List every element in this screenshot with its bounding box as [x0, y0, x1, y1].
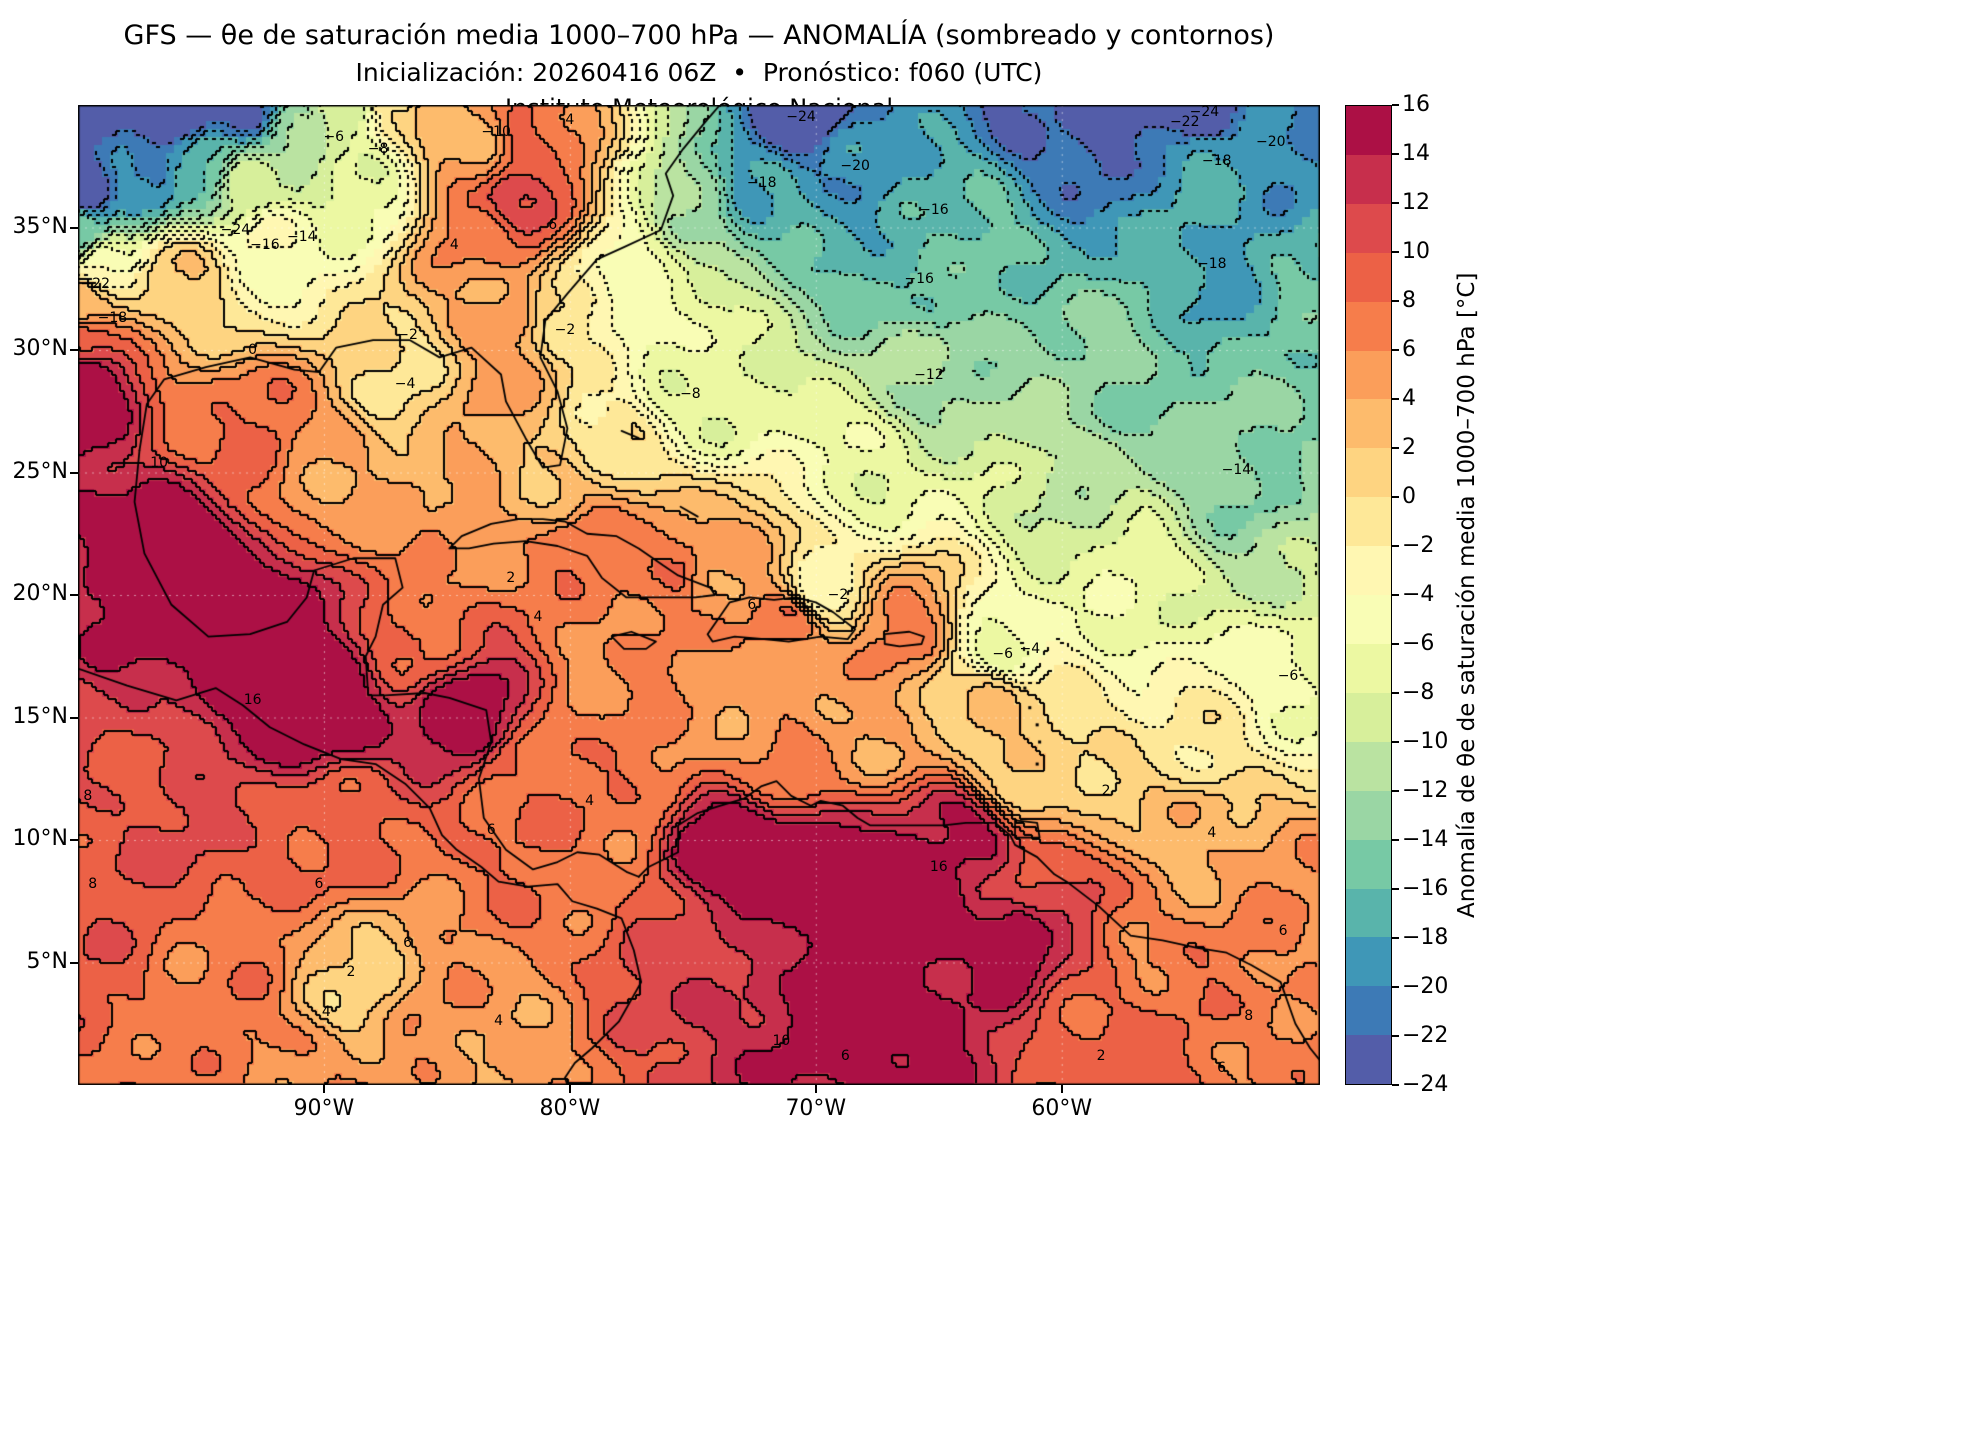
colorbar-segment [1346, 643, 1391, 693]
colorbar-tick-label: 10 [1402, 239, 1430, 264]
lon-tick [814, 1085, 817, 1093]
colorbar-tick [1392, 496, 1399, 498]
colorbar-tick [1392, 251, 1399, 253]
colorbar-tick [1392, 202, 1399, 204]
colorbar-tick-label: −14 [1402, 827, 1449, 852]
colorbar-tick-label: −6 [1402, 631, 1435, 656]
lon-tick-label: 60°W [1031, 1096, 1093, 1121]
lon-tick-label: 90°W [293, 1096, 355, 1121]
colorbar-tick [1392, 643, 1399, 645]
figure-subtitle: Inicialización: 20260416 06Z • Pronóstic… [355, 58, 1043, 87]
colorbar-tick [1392, 790, 1399, 792]
colorbar-segment [1346, 399, 1391, 449]
colorbar-segment [1346, 1035, 1391, 1085]
figure-title: GFS — θe de saturación media 1000–700 hP… [123, 20, 1275, 51]
lat-tick [70, 961, 78, 964]
colorbar-tick-label: 0 [1402, 484, 1416, 509]
colorbar-segment [1346, 350, 1391, 400]
colorbar-segment [1346, 497, 1391, 547]
colorbar-tick [1392, 1035, 1399, 1037]
colorbar-segment [1346, 692, 1391, 742]
lat-tick [70, 349, 78, 351]
colorbar-segment [1346, 790, 1391, 840]
colorbar-segment [1346, 888, 1391, 938]
lat-tick-label: 20°N [12, 581, 68, 606]
colorbar-tick [1392, 447, 1399, 449]
colorbar-tick [1392, 741, 1399, 743]
lat-tick [70, 839, 78, 841]
colorbar-segment [1346, 203, 1391, 253]
colorbar-tick-label: 12 [1402, 190, 1430, 215]
colorbar-segment [1346, 546, 1391, 596]
colorbar-segment [1346, 154, 1391, 204]
lon-tick-label: 80°W [539, 1096, 601, 1121]
lon-tick-label: 70°W [785, 1096, 847, 1121]
colorbar-tick [1392, 349, 1399, 351]
colorbar-tick [1392, 104, 1399, 106]
colorbar-tick [1392, 1084, 1399, 1086]
colorbar [1345, 105, 1392, 1085]
colorbar-tick [1392, 888, 1399, 890]
lon-tick [1060, 1085, 1063, 1093]
colorbar-segment [1346, 448, 1391, 498]
colorbar-segment [1346, 252, 1391, 302]
lon-tick [322, 1085, 325, 1093]
colorbar-tick-label: −8 [1402, 680, 1435, 705]
lat-tick-label: 5°N [26, 948, 68, 974]
colorbar-tick-label: 14 [1402, 141, 1430, 166]
colorbar-tick [1392, 839, 1399, 841]
colorbar-tick [1392, 153, 1399, 155]
lat-tick-label: 25°N [12, 458, 68, 484]
colorbar-tick [1392, 300, 1399, 302]
colorbar-tick-label: −12 [1402, 778, 1449, 803]
lat-tick [70, 471, 78, 474]
lat-tick [70, 594, 78, 596]
colorbar-label: Anomalía de θe de saturación media 1000–… [1454, 272, 1480, 918]
colorbar-tick-label: −20 [1402, 974, 1449, 999]
colorbar-tick [1392, 594, 1399, 596]
colorbar-segment [1346, 106, 1391, 155]
colorbar-tick-label: −10 [1402, 729, 1449, 754]
lat-tick-label: 10°N [12, 826, 68, 851]
colorbar-tick-label: −2 [1402, 533, 1435, 558]
colorbar-tick-label: 4 [1402, 386, 1416, 411]
colorbar-tick [1392, 937, 1399, 939]
colorbar-segment [1346, 986, 1391, 1036]
figure-titles: GFS — θe de saturación media 1000–700 hP… [78, 20, 1320, 122]
map: −24 −22 −18 −16 −14 −6 −8 −10 0 −2 −4 4 6 4 10 16 8 8 6 2 4 6… [78, 105, 1320, 1085]
lon-tick [568, 1085, 571, 1093]
colorbar-tick-label: −16 [1402, 876, 1449, 901]
lat-tick [70, 716, 78, 719]
colorbar-tick [1392, 398, 1399, 400]
lat-tick [70, 226, 78, 229]
colorbar-tick-label: 16 [1402, 92, 1430, 117]
colorbar-segment [1346, 839, 1391, 889]
colorbar-tick-label: −18 [1402, 925, 1449, 950]
lat-tick-label: 30°N [12, 336, 68, 361]
colorbar-tick-label: 8 [1402, 288, 1416, 313]
colorbar-tick-label: −24 [1402, 1072, 1449, 1097]
colorbar-segment [1346, 741, 1391, 791]
colorbar-tick-label: −22 [1402, 1023, 1449, 1048]
colorbar-tick [1392, 692, 1399, 694]
colorbar-tick-label: −4 [1402, 582, 1435, 607]
colorbar-segment [1346, 937, 1391, 987]
lat-tick-label: 15°N [12, 703, 68, 729]
colorbar-tick-label: 2 [1402, 435, 1416, 460]
map-canvas [78, 105, 1320, 1085]
colorbar-tick-label: 6 [1402, 337, 1416, 362]
colorbar-segment [1346, 301, 1391, 351]
colorbar-segment [1346, 595, 1391, 644]
lat-tick-label: 35°N [12, 213, 68, 239]
colorbar-tick [1392, 545, 1399, 547]
colorbar-tick [1392, 986, 1399, 988]
